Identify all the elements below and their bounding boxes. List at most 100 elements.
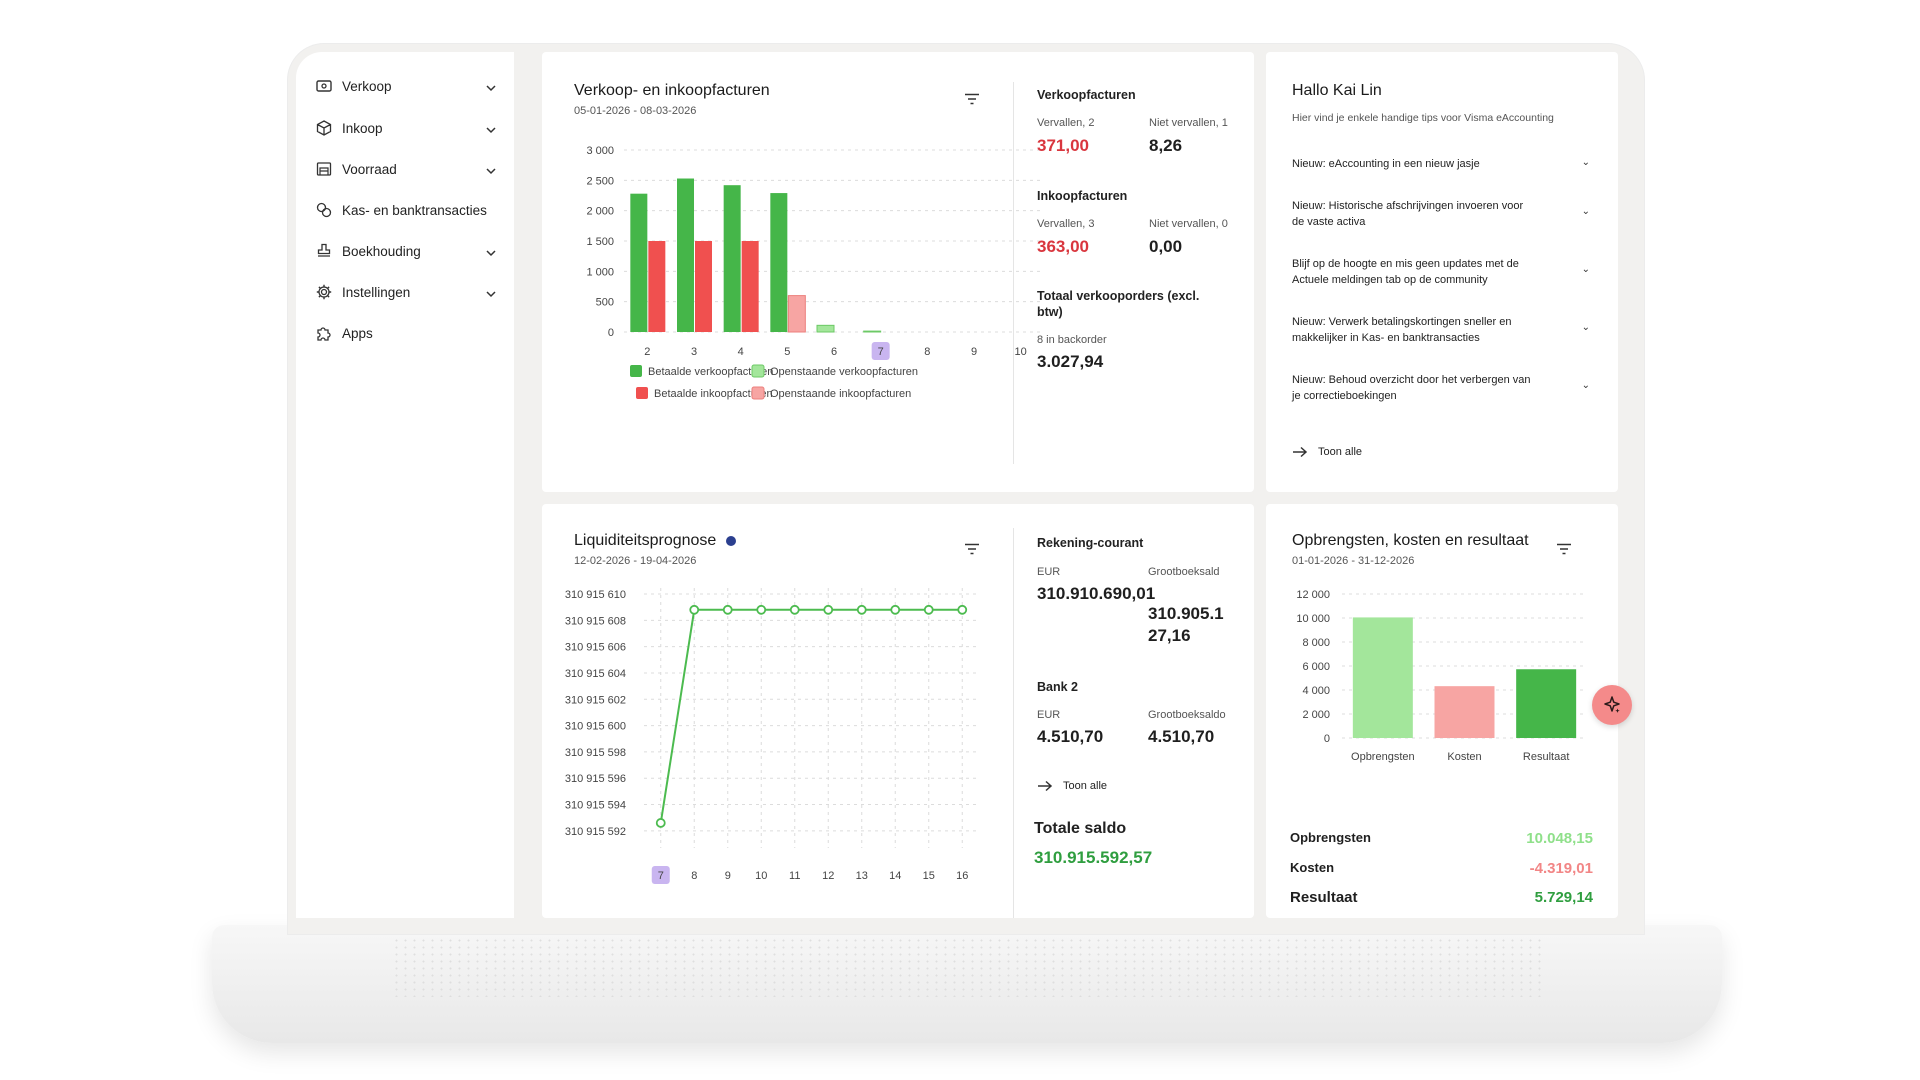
card-title: Liquiditeitsprognose — [574, 532, 717, 549]
sales-not-overdue-value[interactable]: 8,26 — [1149, 136, 1183, 155]
sidebar-item-voorraad[interactable]: Voorraad — [314, 155, 500, 183]
stamp-icon — [314, 241, 334, 261]
ai-assistant-button[interactable] — [1592, 685, 1632, 725]
tip-item[interactable]: Blijf op de hoogte en mis geen updates m… — [1292, 258, 1519, 286]
chevron-down-icon — [486, 122, 496, 137]
sidebar-item-boekhouding[interactable]: Boekhouding — [314, 237, 500, 265]
backorder-label: 8 in backorder — [1037, 334, 1107, 346]
welcome-card: Hallo Kai Lin Hier vind je enkele handig… — [1266, 52, 1618, 492]
filter-icon[interactable] — [964, 92, 980, 110]
orders-value[interactable]: 3.027,94 — [1037, 352, 1104, 371]
x-tick-label: 10 — [755, 870, 767, 882]
invoices-chart: 3 000 2 500 2 000 1 500 1 000 500 0 2 3 4 5 6 7 8 9 10 B… — [586, 145, 1044, 400]
summary-value: 5.729,14 — [1534, 889, 1593, 906]
account2-value[interactable]: 4.510,70 — [1037, 727, 1104, 746]
summary-row-opbrengsten: Opbrengsten 10.048,15 — [1290, 830, 1593, 852]
y-tick-label: 500 — [596, 297, 614, 309]
legend-swatch — [636, 387, 648, 399]
data-point — [856, 604, 867, 615]
chevron-down-icon[interactable]: ⌄ — [1581, 264, 1590, 275]
y-tick-label: 8 000 — [1302, 637, 1330, 649]
bar-open-sales — [863, 330, 882, 333]
laptop-base — [212, 925, 1722, 1043]
y-tick-label: 1 500 — [586, 236, 614, 248]
y-tick-label: 310 915 600 — [565, 721, 626, 733]
sidebar-item-instellingen[interactable]: Instellingen — [314, 278, 500, 306]
liquidity-title-row: Liquiditeitsprognose — [574, 532, 737, 550]
account2-ledger-value[interactable]: 4.510,70 — [1148, 727, 1215, 746]
purchase-not-overdue-value[interactable]: 0,00 — [1149, 237, 1183, 256]
tip-item[interactable]: Nieuw: Behoud overzicht door het verberg… — [1292, 374, 1531, 402]
x-tick-label: 9 — [971, 346, 977, 358]
sidebar-item-label: Inkoop — [342, 120, 383, 136]
results-chart: 12 000 10 000 8 000 6 000 4 000 2 000 0 Opbreng… — [1296, 589, 1587, 763]
x-tick-label: 7 — [658, 870, 664, 882]
x-tick-label: 14 — [889, 870, 901, 882]
orders-title: Totaal verkooporders (excl. btw) — [1037, 289, 1200, 319]
y-tick-label: 1 000 — [586, 266, 614, 278]
chevron-down-icon — [486, 80, 496, 95]
date-range: 05-01-2026 - 08-03-2026 — [574, 105, 697, 117]
y-tick-label: 310 915 598 — [565, 747, 626, 759]
y-tick-label: 4 000 — [1302, 685, 1330, 697]
account1-currency: EUR — [1037, 566, 1061, 578]
chevron-down-icon[interactable]: ⌄ — [1581, 322, 1590, 333]
show-all-label: Toon alle — [1318, 446, 1363, 458]
summary-value: -4.319,01 — [1529, 860, 1593, 877]
sidebar-item-inkoop[interactable]: Inkoop — [314, 114, 500, 142]
purchase-not-overdue-label: Niet vervallen, 0 — [1149, 218, 1228, 230]
info-dot-icon[interactable] — [726, 536, 737, 546]
data-point — [722, 604, 733, 615]
sidebar-item-apps[interactable]: Apps — [314, 319, 500, 347]
total-balance-label: Totale saldo — [1034, 820, 1127, 837]
cash-icon — [314, 76, 334, 96]
bar-open-purchase — [787, 295, 806, 333]
y-tick-label: 10 000 — [1296, 613, 1330, 625]
chevron-down-icon[interactable]: ⌄ — [1581, 380, 1590, 391]
sidebar-item-kas-en-banktransacties[interactable]: Kas- en banktransacties — [314, 196, 500, 224]
gear-icon — [314, 282, 334, 302]
x-tick-label: 11 — [789, 870, 800, 882]
bar-paid-sales — [770, 193, 788, 332]
tip-item[interactable]: Nieuw: Verwerk betalingskortingen snelle… — [1292, 316, 1512, 344]
sales-overdue-value[interactable]: 371,00 — [1037, 136, 1089, 155]
tip-item[interactable]: Nieuw: eAccounting in een nieuw jasje — [1292, 158, 1480, 170]
chevron-down-icon — [486, 245, 496, 260]
tip-item[interactable]: Nieuw: Historische afschrijvingen invoer… — [1292, 200, 1524, 228]
sidebar-item-verkoop[interactable]: Verkoop — [314, 72, 500, 100]
chevron-down-icon[interactable]: ⌄ — [1581, 157, 1590, 168]
filter-icon[interactable] — [1556, 542, 1572, 560]
summary-label: Opbrengsten — [1290, 830, 1371, 845]
total-balance-value[interactable]: 310.915.592,57 — [1034, 848, 1153, 867]
show-all-accounts-link[interactable]: Toon alle — [1037, 780, 1107, 792]
legend-swatch — [630, 365, 642, 377]
x-tick-label: 7 — [878, 346, 884, 358]
x-tick-label: 8 — [924, 346, 930, 358]
account1-ledger-value[interactable]: 310.905.1 — [1148, 604, 1224, 623]
filter-icon[interactable] — [964, 542, 980, 560]
data-point — [890, 604, 901, 615]
card-title: Opbrengsten, kosten en resultaat — [1292, 532, 1529, 549]
chevron-down-icon[interactable]: ⌄ — [1581, 206, 1590, 217]
sidebar-item-label: Apps — [342, 325, 373, 341]
account1-ledger-label: Grootboeksald — [1148, 566, 1220, 578]
sidebar-item-label: Voorraad — [342, 161, 397, 177]
divider — [1013, 528, 1014, 918]
legend-label: Openstaande verkoopfacturen — [770, 366, 918, 378]
keyboard — [392, 937, 1542, 997]
account1-ledger-value-cont[interactable]: 27,16 — [1148, 626, 1191, 645]
x-tick-label: 15 — [923, 870, 935, 882]
welcome-title: Hallo Kai Lin — [1292, 82, 1382, 99]
x-tick-label: Opbrengsten — [1351, 751, 1415, 763]
y-tick-label: 310 915 606 — [565, 642, 626, 654]
date-range: 12-02-2026 - 19-04-2026 — [574, 555, 697, 567]
show-all-tips-link[interactable]: Toon alle — [1292, 446, 1362, 458]
purchase-overdue-value[interactable]: 363,00 — [1037, 237, 1089, 256]
y-tick-label: 2 000 — [1302, 709, 1330, 721]
x-tick-label: Resultaat — [1523, 751, 1569, 763]
chevron-down-icon — [486, 286, 496, 301]
account1-value[interactable]: 310.910.690,01 — [1037, 584, 1156, 603]
purchase-overdue-label: Vervallen, 3 — [1037, 218, 1095, 230]
bar-paid-sales — [630, 193, 648, 332]
y-tick-label: 2 500 — [586, 175, 614, 187]
